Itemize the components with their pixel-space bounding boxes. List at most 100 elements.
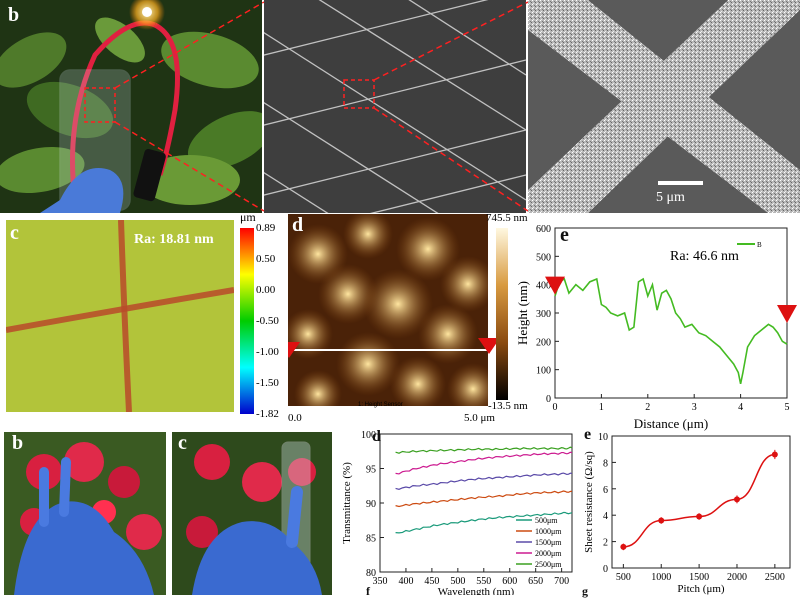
x-tick-label: 1000 [651,572,671,583]
colorbar-tick-label: 0.89 [256,222,276,234]
x-tick-label: 4 [738,402,743,413]
afm-panel-d: d 1: Height Sensor 0.0 5.0 μm [288,214,513,426]
y-tick-label: 6 [603,485,608,496]
x-axis-label: Distance (μm) [634,416,708,431]
zoom-connector-lines [114,1,529,212]
transmittance-chart: 350 400 450 500 550 600 650 700 80 85 90 95 100 Wavel… [341,430,573,595]
x-tick-label: 450 [424,576,439,587]
x-tick-label: 400 [398,576,413,587]
data-point [620,543,627,550]
colorbar-tick-label: -0.50 [256,315,279,327]
y-axis-label: Height (nm) [515,281,530,345]
sem-zoom-panel: 5 μm [528,0,800,213]
x-tick-label: 500 [616,572,631,583]
afm-x-start: 0.0 [288,412,302,424]
panel-label-d-bottom: d [372,428,381,445]
y-tick-label: 95 [366,465,376,476]
y-tick-label: 200 [536,337,551,348]
data-point [733,496,740,503]
y-tick-label: 600 [536,224,551,235]
x-tick-label: 1500 [689,572,709,583]
profile-marker-left [545,276,565,295]
x-tick-label: 2000 [727,572,747,583]
panel-label-b-top: b [8,4,20,26]
x-tick-label: 0 [553,402,558,413]
plot-frame [611,435,791,569]
scale-bar-label: 5 μm [656,190,685,205]
afm-colorbar [496,228,508,400]
data-point [771,451,778,458]
series-line [395,446,573,454]
x-axis-label: Wavelength (nm) [438,586,515,595]
x-tick-label: 2500 [765,572,785,583]
legend-label: 1500μm [535,538,562,547]
panel-label-e-top: e [560,224,569,246]
afm-marker-left [288,342,300,358]
photo-flowers-glove-2 [172,432,332,595]
colorbar-unit: μm [240,210,256,224]
colorbar-c: μm 0.89 0.50 0.00 -0.50 -1.00 -1.50 -1.82 [238,210,286,418]
panel-label-g-bottom: g [582,584,588,598]
y-tick-label: 100 [361,430,376,441]
data-point [696,513,703,520]
sem-cross-image [528,0,800,213]
series-line [395,490,573,508]
x-tick-label: 700 [554,576,569,587]
data-point [658,517,665,524]
x-tick-label: 350 [373,576,388,587]
panel-label-d: d [292,214,304,236]
panel-label-c-bottom: c [178,432,187,454]
y-tick-label: 500 [536,252,551,263]
y-tick-label: 10 [598,432,608,443]
sem-grid-image [264,0,526,213]
y-tick-label: 90 [366,499,376,510]
y-tick-label: 300 [536,309,551,320]
optical-panel-c: c Ra: 18.81 nm [6,220,234,412]
colorbar-tick-label: -1.50 [256,377,279,389]
x-tick-label: 500 [450,576,465,587]
afm-top-label: 745.5 nm [486,212,528,224]
y-tick-label: 2 [603,538,608,549]
panel-label-c: c [10,222,19,244]
photo-panel-b: b [0,0,262,213]
colorbar-tick-label: 0.00 [256,284,276,296]
y-tick-label: 85 [366,534,376,545]
series-line [395,511,573,534]
afm-sensor-label: 1: Height Sensor [358,402,403,408]
afm-x-end: 5.0 μm [464,412,495,424]
sem-grid-panel [264,0,526,213]
legend-label: 2000μm [535,549,562,558]
x-tick-label: 550 [476,576,491,587]
afm-marker-right [478,338,500,354]
legend-label: B [757,241,762,249]
x-tick-label: 3 [692,402,697,413]
photo-flowers-glove-1 [4,432,166,595]
profile-ra-label: Ra: 46.6 nm [670,249,739,264]
optical-ra-label: Ra: 18.81 nm [134,232,214,247]
y-tick-label: 400 [536,281,551,292]
y-tick-label: 0 [603,564,608,575]
sheet-resistance-chart: 500 1000 1500 2000 2500 0 2 4 6 8 10 Pitch (μm) Shee… [583,432,791,595]
series-line [395,451,573,475]
x-tick-label: 2 [645,402,650,413]
profile-line [554,277,788,384]
colorbar-gradient [240,228,254,414]
afm-bottom-label: -13.5 nm [488,400,528,412]
x-tick-label: 1 [599,402,604,413]
y-tick-label: 80 [366,568,376,579]
colorbar-tick-label: 0.50 [256,253,276,265]
y-axis-label: Transmittance (%) [341,462,353,544]
x-tick-label: 600 [502,576,517,587]
y-axis-label: Sheet resistance (Ω/sq) [583,451,595,553]
photo-panel-c-bottom: c [172,432,332,595]
y-tick-label: 8 [603,458,608,469]
photo-plant-scene [0,0,262,213]
colorbar-tick-label: -1.00 [256,346,279,358]
series-line [395,472,573,490]
panel-label-e-bottom: e [584,426,592,443]
legend-label: 500μm [535,516,558,525]
panel-label-f-bottom: f [366,584,370,598]
photo-panel-b-bottom: b [4,432,166,595]
profile-marker-right [777,305,797,323]
legend-label: 2500μm [535,560,562,569]
